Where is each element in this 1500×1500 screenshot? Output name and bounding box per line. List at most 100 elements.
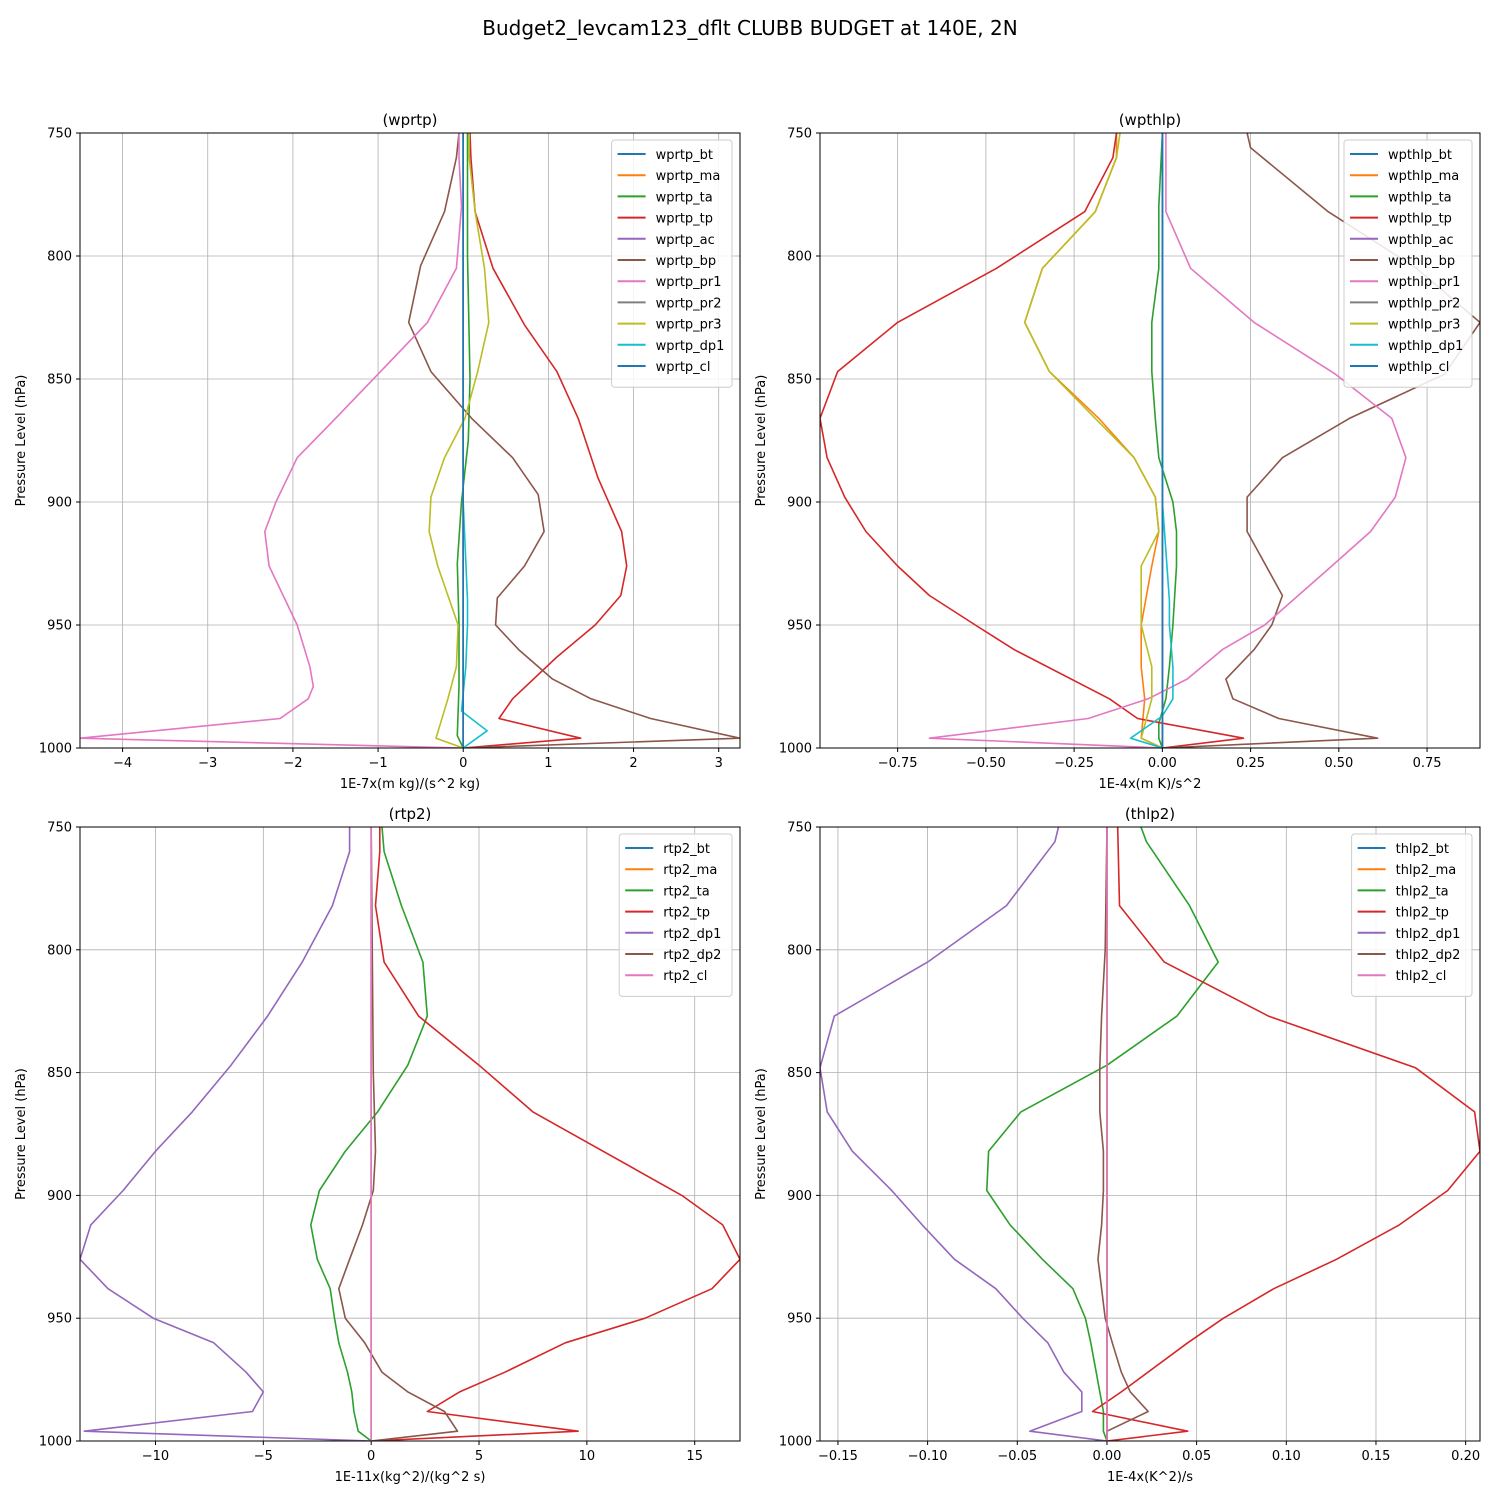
- x-tick-label: −0.05: [997, 1449, 1037, 1464]
- y-tick-label: 850: [787, 1066, 812, 1081]
- x-tick-label: 0.10: [1272, 1449, 1301, 1464]
- y-tick-label: 850: [787, 373, 812, 388]
- legend-entry: wpthlp_pr3: [1388, 318, 1460, 333]
- series-line-wprtp_ta: [456, 133, 471, 748]
- series-line-wprtp_dp1: [460, 133, 488, 748]
- legend-entry: wprtp_pr2: [656, 296, 722, 311]
- subplot-4: −0.15 −0.10 −0.05 0.00 0.05 0.10 0.15 0.20 750 80…: [754, 805, 1481, 1485]
- legend-box: [1343, 139, 1473, 388]
- legend-entry: rtp2_bt: [663, 842, 710, 857]
- legend-entry: rtp2_tp: [663, 906, 710, 921]
- x-tick-label: −0.25: [1054, 756, 1094, 771]
- series-line-wpthlp_ta: [1151, 133, 1178, 748]
- x-tick-label: −0.10: [908, 1449, 948, 1464]
- legend-entry: wprtp_bt: [656, 148, 713, 163]
- x-tick-label: 0.05: [1182, 1449, 1211, 1464]
- legend: thlp2_bt thlp2_ma thlp2_ta thlp2_tp thlp2_dp…: [1351, 833, 1473, 997]
- x-tick-label: 5: [475, 1449, 483, 1464]
- plot-lines: [820, 827, 1480, 1441]
- series-line-thlp2_dp1: [820, 827, 1108, 1441]
- legend-entry: thlp2_ta: [1396, 884, 1449, 899]
- series-line-wpthlp_tp: [820, 133, 1245, 748]
- y-tick-label: 850: [47, 1066, 72, 1081]
- x-tick-label: 10: [579, 1449, 596, 1464]
- x-tick-label: −4: [113, 756, 132, 771]
- legend-entry: wpthlp_pr2: [1388, 296, 1460, 311]
- x-tick-label: −1: [368, 756, 387, 771]
- legend-entry: wpthlp_tp: [1388, 212, 1452, 227]
- plot-lines: [80, 133, 740, 748]
- axes-frame: [79, 132, 741, 749]
- x-tick-label: 0.75: [1413, 756, 1442, 771]
- plot-lines: [820, 133, 1480, 748]
- y-tick-label: 750: [787, 821, 812, 836]
- x-tick-label: 0.00: [1092, 1449, 1121, 1464]
- legend-entry: thlp2_cl: [1396, 969, 1447, 984]
- y-tick-label: 750: [47, 127, 72, 142]
- subplot-3: −10 −5 0 5 10 15 750 800 850 900 950 1000 (rtp2) 1E-1…: [14, 805, 741, 1485]
- legend-entry: wpthlp_ta: [1388, 190, 1452, 205]
- series-line-wpthlp_ma: [1023, 133, 1163, 748]
- series-line-wpthlp_pr1: [928, 133, 1407, 748]
- legend: wprtp_bt wprtp_ma wprtp_ta wprtp_tp wprtp_ac…: [611, 139, 733, 388]
- y-tick-label: 1000: [779, 742, 812, 757]
- series-line-rtp2_tp: [371, 827, 740, 1441]
- x-axis-label: 1E-11x(kg^2)/(kg^2 s): [335, 1470, 486, 1485]
- series-line-wprtp_tp: [463, 133, 628, 748]
- y-tick-label: 750: [47, 821, 72, 836]
- y-tick-label: 1000: [39, 742, 72, 757]
- series-line-rtp2_dp1: [80, 827, 372, 1441]
- y-tick-label: 1000: [39, 1435, 72, 1450]
- legend-entry: wpthlp_ma: [1388, 169, 1459, 184]
- legend-entry: wpthlp_bt: [1388, 148, 1452, 163]
- legend-entry: wprtp_cl: [656, 360, 711, 375]
- subplot-1: −4 −3 −2 −1 0 1 2 3 750 800 850 900 950 1000 (wprtp) 1E…: [14, 111, 741, 792]
- series-line-wpthlp_pr3: [1023, 133, 1163, 748]
- y-tick-label: 900: [787, 496, 812, 511]
- series-line-rtp2_dp2: [337, 827, 459, 1441]
- series-line-wprtp_pr3: [428, 133, 490, 748]
- subplot-2: −0.75 −0.50 −0.25 0.00 0.25 0.50 0.75 750 800 850…: [754, 111, 1481, 792]
- legend-entry: wprtp_dp1: [656, 339, 725, 354]
- x-axis-label: 1E-4x(K^2)/s: [1107, 1470, 1193, 1485]
- y-tick-label: 800: [47, 943, 72, 958]
- y-tick-label: 800: [47, 250, 72, 265]
- x-tick-label: −0.15: [818, 1449, 858, 1464]
- x-tick-label: −2: [283, 756, 302, 771]
- y-tick-label: 800: [787, 250, 812, 265]
- figure-title: Budget2_levcam123_dflt CLUBB BUDGET at 1…: [482, 16, 1018, 40]
- x-tick-label: 0.00: [1148, 756, 1177, 771]
- x-tick-label: −5: [254, 1449, 273, 1464]
- x-tick-label: 0.20: [1451, 1449, 1480, 1464]
- x-axis-label: 1E-4x(m K)/s^2: [1099, 777, 1202, 792]
- legend-entry: wpthlp_ac: [1388, 233, 1454, 248]
- legend-box: [618, 833, 733, 997]
- legend-entry: wprtp_ac: [656, 233, 715, 248]
- series-line-thlp2_ta: [985, 827, 1219, 1441]
- y-tick-label: 950: [787, 1312, 812, 1327]
- x-tick-label: 2: [629, 756, 637, 771]
- legend-entry: wpthlp_bp: [1388, 254, 1455, 269]
- y-tick-label: 900: [787, 1189, 812, 1204]
- legend-entry: wprtp_pr1: [656, 275, 722, 290]
- y-axis-label: Pressure Level (hPa): [14, 1068, 29, 1200]
- subplot-title: (thlp2): [1125, 805, 1175, 823]
- y-tick-label: 950: [787, 619, 812, 634]
- legend-entry: wprtp_pr3: [656, 318, 722, 333]
- y-tick-label: 850: [47, 373, 72, 388]
- legend-entry: rtp2_dp2: [663, 948, 721, 963]
- x-tick-label: 0.25: [1236, 756, 1265, 771]
- series-line-wprtp_pr1: [80, 133, 464, 748]
- legend: wpthlp_bt wpthlp_ma wpthlp_ta wpthlp_tpwpth…: [1343, 139, 1473, 388]
- x-tick-label: 0: [459, 756, 467, 771]
- legend-entry: rtp2_ma: [663, 863, 717, 878]
- x-tick-label: −10: [142, 1449, 169, 1464]
- legend-entry: thlp2_bt: [1396, 842, 1449, 857]
- y-tick-label: 800: [787, 943, 812, 958]
- legend-entry: wprtp_ta: [656, 190, 713, 205]
- subplot-title: (wpthlp): [1119, 111, 1182, 129]
- x-tick-label: 0.15: [1362, 1449, 1391, 1464]
- legend-entry: wprtp_tp: [656, 212, 713, 227]
